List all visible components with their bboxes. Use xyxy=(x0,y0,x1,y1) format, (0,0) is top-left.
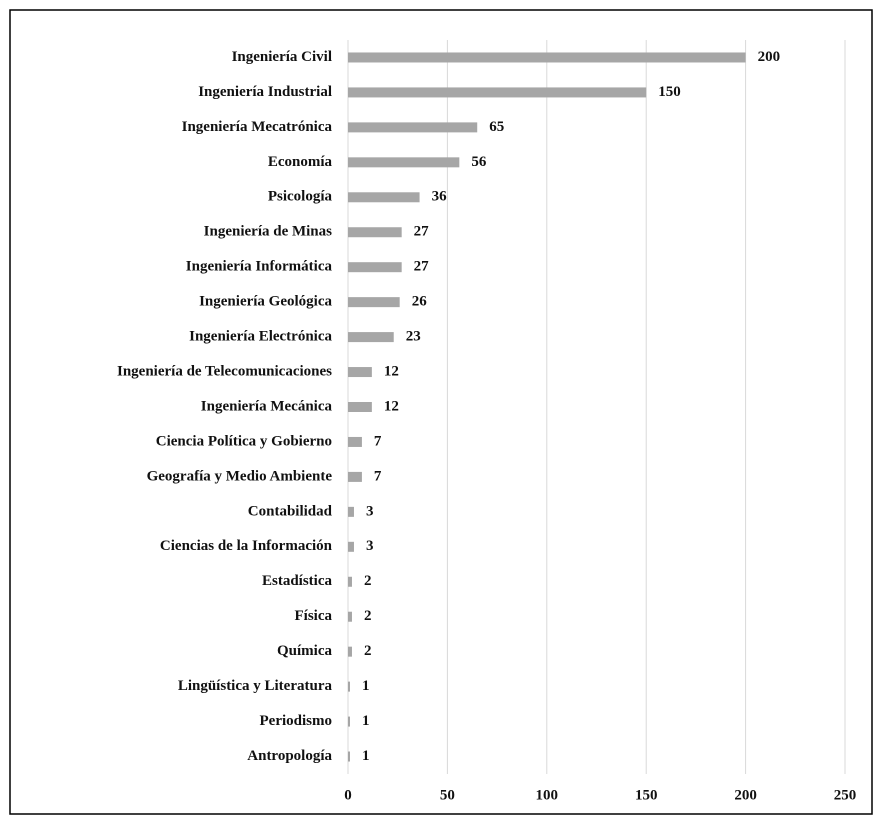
data-label: 3 xyxy=(366,503,374,519)
data-label: 1 xyxy=(362,678,370,694)
bar xyxy=(348,367,372,378)
y-tick-label: Geografía y Medio Ambiente xyxy=(147,468,333,484)
bar xyxy=(348,646,352,657)
data-label: 1 xyxy=(362,713,370,729)
y-tick-label: Química xyxy=(277,643,332,659)
y-tick-label: Ingeniería Mecánica xyxy=(201,398,333,414)
data-label: 23 xyxy=(406,329,421,345)
y-tick-label: Física xyxy=(295,608,333,624)
data-label: 12 xyxy=(384,398,399,414)
data-label: 65 xyxy=(489,119,504,135)
x-tick-label: 0 xyxy=(344,787,352,803)
data-label: 26 xyxy=(412,294,428,310)
bar xyxy=(348,157,460,168)
bar xyxy=(348,332,394,343)
y-tick-label: Ingeniería de Minas xyxy=(204,224,332,240)
y-tick-label: Ingeniería Industrial xyxy=(198,84,332,100)
bar xyxy=(348,87,647,98)
y-tick-label: Ingeniería Informática xyxy=(186,259,333,275)
y-tick-label: Ingeniería Civil xyxy=(232,49,332,65)
data-label: 2 xyxy=(364,643,372,659)
bar xyxy=(348,227,402,238)
data-label: 2 xyxy=(364,573,372,589)
bar xyxy=(348,436,362,447)
bar xyxy=(348,716,350,727)
data-label: 3 xyxy=(366,538,374,554)
y-tick-label: Psicología xyxy=(268,189,333,205)
bar xyxy=(348,52,746,63)
data-label: 1 xyxy=(362,748,370,764)
data-label: 7 xyxy=(374,433,382,449)
bar xyxy=(348,192,420,203)
y-tick-label: Ingeniería Electrónica xyxy=(189,329,332,345)
data-label: 200 xyxy=(758,49,781,65)
data-label: 27 xyxy=(414,224,430,240)
x-tick-label: 50 xyxy=(440,787,455,803)
bar xyxy=(348,122,478,133)
bar xyxy=(348,262,402,273)
bar xyxy=(348,611,352,622)
data-label: 150 xyxy=(658,84,681,100)
data-label: 36 xyxy=(432,189,448,205)
bar xyxy=(348,751,350,762)
y-tick-label: Ingeniería Geológica xyxy=(199,294,332,310)
y-tick-label: Periodismo xyxy=(260,713,333,729)
x-tick-label: 150 xyxy=(635,787,658,803)
y-tick-label: Estadística xyxy=(262,573,333,589)
bar xyxy=(348,402,372,412)
data-label: 2 xyxy=(364,608,372,624)
bar xyxy=(348,541,354,552)
bar xyxy=(348,297,400,308)
y-tick-label: Ingeniería de Telecomunicaciones xyxy=(117,363,332,379)
bar xyxy=(348,576,352,587)
data-label: 7 xyxy=(374,468,382,484)
data-label: 27 xyxy=(414,259,430,275)
y-tick-label: Ciencia Política y Gobierno xyxy=(156,433,332,449)
y-tick-label: Economía xyxy=(268,154,333,170)
bar xyxy=(348,506,354,517)
y-tick-label: Antropología xyxy=(247,748,332,764)
x-tick-label: 100 xyxy=(536,787,559,803)
data-label: 12 xyxy=(384,363,399,379)
x-tick-label: 250 xyxy=(834,787,857,803)
frame xyxy=(9,9,873,815)
y-tick-label: Ciencias de la Información xyxy=(160,538,333,554)
bar xyxy=(348,681,350,692)
bar xyxy=(348,471,362,482)
y-tick-label: Contabilidad xyxy=(248,503,333,519)
x-tick-label: 200 xyxy=(734,787,757,803)
y-tick-label: Lingüística y Literatura xyxy=(178,678,333,694)
data-label: 56 xyxy=(471,154,487,170)
y-tick-label: Ingeniería Mecatrónica xyxy=(182,119,333,135)
